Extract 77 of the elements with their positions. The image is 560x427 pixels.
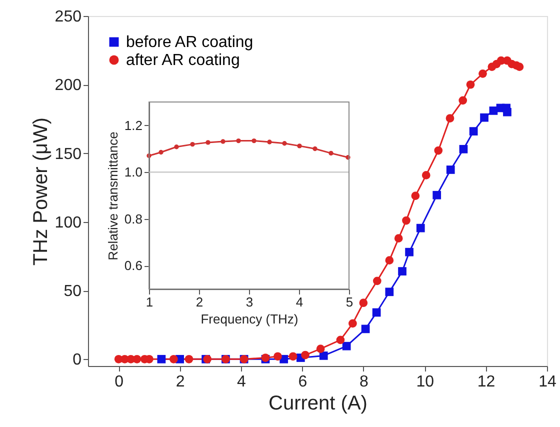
point: [336, 336, 345, 344]
y-tick-label: 1.2: [124, 118, 142, 133]
y-tick-label: 0.6: [124, 258, 142, 274]
point: [174, 144, 179, 150]
point: [361, 324, 370, 334]
point: [220, 139, 226, 144]
point: [478, 69, 487, 78]
point: [466, 80, 475, 89]
point: [416, 224, 425, 232]
legend-label: after AR coating: [126, 52, 240, 69]
point: [301, 350, 310, 360]
point: [432, 190, 442, 200]
point: [348, 319, 357, 328]
point: [132, 354, 142, 364]
point: [394, 234, 403, 243]
y-tick-label: 50: [64, 283, 82, 300]
point: [422, 171, 430, 180]
point: [319, 352, 328, 360]
point: [385, 288, 394, 296]
point: [385, 256, 394, 264]
y-tick-label: 0: [72, 352, 82, 369]
point: [274, 352, 282, 361]
y-axis-title: THz Power (μW): [30, 117, 52, 266]
point: [157, 354, 166, 364]
point: [342, 342, 351, 350]
point: [288, 352, 298, 361]
point: [405, 248, 414, 256]
legend-label: before AR coating: [126, 34, 254, 51]
point: [469, 127, 478, 136]
point: [236, 138, 241, 144]
point: [312, 146, 318, 152]
point: [459, 144, 468, 154]
y-tick-label: 250: [54, 8, 82, 26]
point: [282, 141, 287, 146]
x-tick-label: 8: [359, 374, 368, 390]
y-tick-label: 100: [54, 214, 82, 232]
x-tick-label: 4: [237, 374, 246, 390]
x-tick-label: 10: [416, 374, 434, 390]
x-axis-title: Frequency (THz): [200, 312, 298, 326]
point: [458, 96, 468, 105]
point: [480, 113, 488, 122]
x-tick-label: 12: [477, 374, 496, 390]
point: [446, 166, 455, 174]
x-tick-label: 6: [298, 374, 308, 390]
point: [190, 142, 195, 147]
point: [372, 276, 382, 286]
point: [297, 144, 302, 148]
x-tick-label: 3: [246, 294, 254, 310]
point: [359, 298, 368, 308]
point: [328, 150, 334, 156]
y-tick-label: 200: [54, 77, 82, 94]
point: [398, 267, 406, 276]
x-tick-label: 2: [196, 294, 204, 310]
point: [372, 308, 381, 317]
point: [446, 114, 454, 122]
point: [252, 138, 256, 144]
x-tick-label: 4: [296, 294, 304, 310]
x-tick-label: 14: [538, 374, 556, 390]
point: [267, 140, 272, 144]
x-tick-label: 1: [146, 294, 154, 310]
point: [169, 354, 178, 364]
y-tick-label: 0.8: [124, 211, 142, 226]
x-axis-title: Current (A): [268, 392, 368, 414]
x-tick-label: 5: [346, 294, 354, 310]
point: [184, 354, 194, 364]
point: [402, 216, 410, 225]
point: [206, 140, 210, 145]
point: [515, 62, 524, 71]
point: [158, 150, 164, 155]
point: [411, 192, 420, 200]
y-tick-label: 1.0: [124, 164, 142, 180]
y-tick-label: 150: [54, 146, 82, 163]
x-tick-label: 2: [176, 374, 185, 390]
point: [316, 344, 325, 354]
point: [434, 146, 443, 155]
y-axis-title: Relative transmittance: [105, 132, 120, 260]
point: [503, 108, 512, 116]
